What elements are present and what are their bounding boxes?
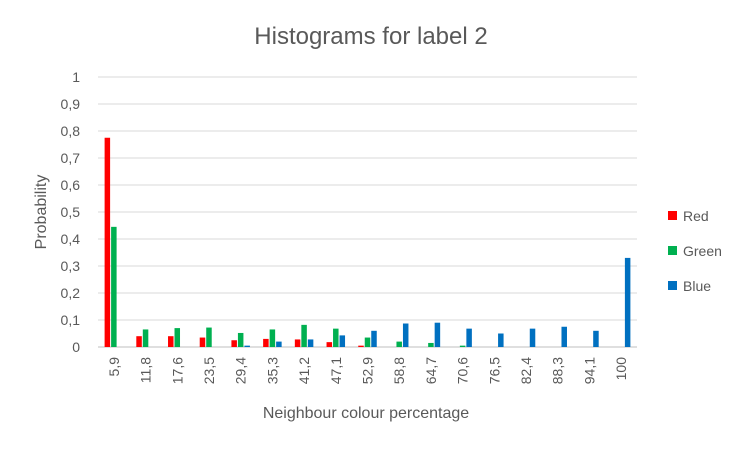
bar-red <box>263 338 269 347</box>
y-axis-label: Probability <box>33 175 50 250</box>
legend-label-red: Red <box>683 208 709 224</box>
bar-red <box>104 137 111 347</box>
x-tick-label: 23,5 <box>201 357 217 384</box>
bar-green <box>333 328 339 347</box>
x-tick-label: 70,6 <box>455 357 471 384</box>
bar-green <box>111 226 117 347</box>
bar-blue <box>402 323 409 347</box>
y-tick-label: 0,1 <box>61 312 81 328</box>
bar-green <box>174 328 181 347</box>
x-tick-label: 64,7 <box>423 357 439 384</box>
bar-blue <box>593 330 599 347</box>
y-tick-label: 0,7 <box>61 150 81 166</box>
bars <box>104 137 631 347</box>
x-tick-label: 41,2 <box>296 357 312 384</box>
x-tick-label: 47,1 <box>328 357 344 384</box>
x-tick-label: 5,9 <box>106 357 122 377</box>
y-tick-label: 0,4 <box>61 231 81 247</box>
bar-red <box>326 342 333 347</box>
x-tick-label: 58,8 <box>391 357 407 384</box>
bar-red <box>199 337 206 347</box>
x-tick-label: 29,4 <box>233 357 249 384</box>
y-tick-label: 0,3 <box>61 258 81 274</box>
x-tick-label: 35,3 <box>264 357 280 384</box>
x-tick-label: 11,8 <box>138 357 154 383</box>
bar-red <box>294 339 301 347</box>
bar-blue <box>276 341 282 347</box>
legend-swatch-blue <box>668 281 677 290</box>
legend-swatch-red <box>668 211 677 220</box>
bar-green <box>396 341 402 347</box>
x-tick-label: 82,4 <box>518 357 534 384</box>
bar-blue <box>434 322 441 347</box>
bar-red <box>358 345 364 347</box>
bar-blue <box>307 339 314 347</box>
y-tick-label: 0,2 <box>61 285 81 301</box>
bar-blue <box>466 328 472 347</box>
bar-blue <box>371 330 377 347</box>
legend-swatch-green <box>668 246 677 255</box>
x-tick-label: 52,9 <box>360 357 376 384</box>
y-tick-label: 1 <box>72 69 80 85</box>
bar-blue <box>498 333 504 347</box>
bar-blue <box>624 257 631 347</box>
bar-green <box>269 329 276 347</box>
bar-green <box>237 332 244 347</box>
chart-title: Histograms for label 2 <box>254 23 487 50</box>
bar-green <box>459 345 466 347</box>
bar-blue <box>561 326 567 347</box>
x-axis-label: Neighbour colour percentage <box>263 405 469 422</box>
gridlines <box>98 76 637 348</box>
x-tick-label: 17,6 <box>169 357 185 384</box>
x-tick-label: 100 <box>613 357 629 381</box>
bar-green <box>301 324 307 347</box>
bar-green <box>364 337 371 347</box>
y-tick-label: 0,5 <box>61 204 81 220</box>
bar-red <box>231 340 237 347</box>
bar-green <box>206 327 212 347</box>
legend-label-green: Green <box>683 243 722 259</box>
legend: Red Green Blue <box>668 208 722 294</box>
bar-blue <box>244 345 250 347</box>
bar-blue <box>339 335 346 347</box>
bar-red <box>136 336 142 347</box>
x-tick-label: 76,5 <box>486 357 502 384</box>
bar-blue <box>529 328 536 347</box>
bar-green <box>142 329 149 347</box>
y-axis-ticks: 0 0,1 0,2 0,3 0,4 0,5 0,6 0,7 0,8 0,9 1 <box>61 69 81 355</box>
bar-green <box>428 342 434 347</box>
x-tick-label: 94,1 <box>581 357 597 384</box>
x-axis-ticks: 5,9 11,8 17,6 23,5 29,4 35,3 41,2 47,1 52,9 58,8 6… <box>106 357 629 384</box>
y-tick-label: 0 <box>72 339 80 355</box>
legend-label-blue: Blue <box>683 278 711 294</box>
x-tick-label: 88,3 <box>550 357 566 384</box>
bar-red <box>168 336 174 347</box>
y-tick-label: 0,8 <box>61 123 81 139</box>
y-tick-label: 0,9 <box>61 96 81 112</box>
y-tick-label: 0,6 <box>61 177 81 193</box>
